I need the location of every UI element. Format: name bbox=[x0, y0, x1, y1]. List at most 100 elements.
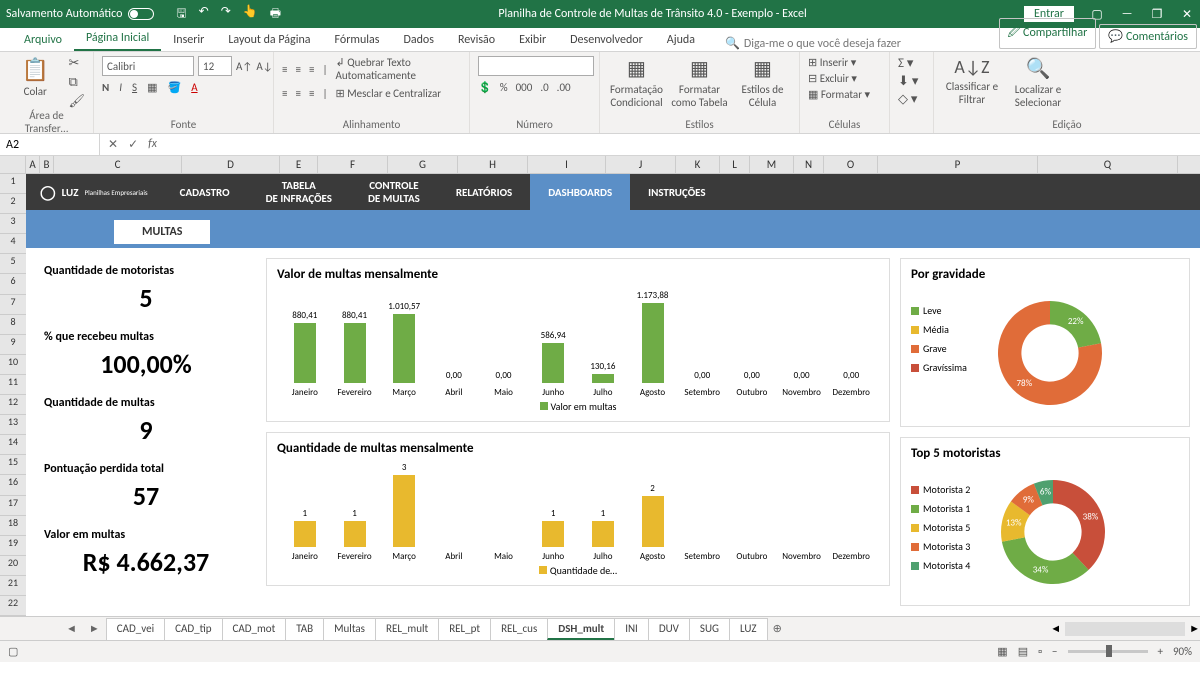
sheet-tab[interactable]: REL_cus bbox=[490, 618, 548, 640]
row-header[interactable]: 19 bbox=[0, 536, 26, 556]
redo-icon[interactable]: ↷ bbox=[221, 4, 231, 25]
align-right-icon[interactable]: ≡ bbox=[309, 87, 314, 100]
fx-icon[interactable]: fx bbox=[148, 137, 157, 152]
align-top-icon[interactable]: ≡ bbox=[282, 63, 287, 76]
row-header[interactable]: 12 bbox=[0, 395, 26, 415]
ribbon-tab[interactable]: Fórmulas bbox=[323, 29, 392, 51]
sheet-tab[interactable]: LUZ bbox=[729, 618, 768, 640]
comments-button[interactable]: 💬 Comentários bbox=[1099, 24, 1197, 49]
nav-item[interactable]: DASHBOARDS bbox=[530, 174, 630, 210]
font-name-select[interactable]: Calibri bbox=[102, 56, 194, 76]
row-header[interactable]: 3 bbox=[0, 214, 26, 234]
new-sheet-icon[interactable]: ⊕ bbox=[767, 622, 788, 635]
row-header[interactable]: 15 bbox=[0, 455, 26, 475]
nav-item[interactable]: CADASTRO bbox=[162, 174, 248, 210]
ribbon-tab[interactable]: Ajuda bbox=[655, 29, 707, 51]
cond-format-button[interactable]: ▦Formatação Condicional bbox=[608, 56, 665, 109]
record-macro-icon[interactable]: ▢ bbox=[8, 645, 18, 658]
sheet-tab[interactable]: CAD_vei bbox=[106, 618, 165, 640]
row-header[interactable]: 5 bbox=[0, 254, 26, 274]
zoom-out-icon[interactable]: − bbox=[1052, 645, 1057, 658]
col-header[interactable]: I bbox=[528, 156, 606, 173]
sheet-tab[interactable]: INI bbox=[614, 618, 649, 640]
ribbon-tab[interactable]: Exibir bbox=[507, 29, 558, 51]
col-header[interactable]: B bbox=[40, 156, 54, 173]
row-header[interactable]: 11 bbox=[0, 375, 26, 395]
ribbon-tab[interactable]: Dados bbox=[391, 29, 445, 51]
col-header[interactable]: N bbox=[794, 156, 824, 173]
sheet-tab[interactable]: SUG bbox=[689, 618, 730, 640]
row-header[interactable]: 20 bbox=[0, 556, 26, 576]
decdec-icon[interactable]: .00 bbox=[557, 81, 571, 94]
comma-icon[interactable]: 000 bbox=[516, 81, 533, 94]
zoom-slider[interactable] bbox=[1068, 650, 1148, 653]
col-header[interactable]: L bbox=[720, 156, 750, 173]
row-header[interactable]: 4 bbox=[0, 234, 26, 254]
col-header[interactable]: E bbox=[280, 156, 318, 173]
tab-file[interactable]: Arquivo bbox=[12, 29, 74, 51]
ribbon-tab[interactable]: Desenvolvedor bbox=[558, 29, 655, 51]
col-header[interactable]: G bbox=[388, 156, 458, 173]
col-header[interactable]: J bbox=[606, 156, 676, 173]
row-header[interactable]: 21 bbox=[0, 576, 26, 596]
cancel-formula-icon[interactable]: ✕ bbox=[108, 137, 118, 152]
minimize-icon[interactable]: — bbox=[1120, 7, 1134, 21]
italic-icon[interactable]: I bbox=[119, 81, 122, 94]
ribbon-tab[interactable]: Revisão bbox=[446, 29, 507, 51]
font-color-icon[interactable]: A bbox=[191, 81, 197, 94]
hscrollbar[interactable] bbox=[1065, 622, 1185, 636]
row-header[interactable]: 17 bbox=[0, 496, 26, 516]
hscroll-right-icon[interactable]: ► bbox=[1189, 622, 1200, 635]
cell-styles-button[interactable]: ▦Estilos de Célula bbox=[734, 56, 791, 109]
clear-icon[interactable]: ◇ ▾ bbox=[898, 92, 917, 107]
name-box[interactable]: A2 bbox=[0, 134, 100, 155]
copy-icon[interactable]: ⧉ bbox=[68, 75, 85, 90]
confirm-formula-icon[interactable]: ✓ bbox=[128, 137, 138, 152]
fill-icon[interactable]: ⬇ ▾ bbox=[898, 74, 918, 89]
row-header[interactable]: 14 bbox=[0, 435, 26, 455]
border-icon[interactable]: ▦ bbox=[147, 81, 157, 94]
ribbon-tab[interactable]: Layout da Página bbox=[216, 29, 322, 51]
row-header[interactable]: 7 bbox=[0, 295, 26, 315]
sheet-canvas[interactable]: ◯ LUZ Planilhas Empresariais CADASTROTAB… bbox=[26, 174, 1200, 616]
autosave-toggle[interactable]: Salvamento Automático bbox=[6, 7, 154, 21]
increase-font-icon[interactable]: A↑ bbox=[236, 60, 252, 73]
percent-icon[interactable]: % bbox=[500, 81, 508, 94]
underline-icon[interactable]: S bbox=[132, 81, 137, 94]
align-left-icon[interactable]: ≡ bbox=[282, 87, 287, 100]
nav-item[interactable]: CONTROLEDE MULTAS bbox=[350, 174, 438, 210]
view-break-icon[interactable]: ▫ bbox=[1038, 645, 1042, 658]
currency-icon[interactable]: 💲 bbox=[478, 81, 492, 94]
delete-cells-button[interactable]: ⊟ Excluir ▾ bbox=[808, 72, 857, 85]
col-header[interactable]: C bbox=[54, 156, 182, 173]
row-header[interactable]: 10 bbox=[0, 355, 26, 375]
align-bot-icon[interactable]: ≡ bbox=[309, 63, 314, 76]
row-header[interactable]: 8 bbox=[0, 315, 26, 335]
insert-cells-button[interactable]: ⊞ Inserir ▾ bbox=[808, 56, 856, 69]
wrap-text-button[interactable]: ↲ Quebrar Texto Automaticamente bbox=[336, 56, 461, 82]
autosum-icon[interactable]: Σ ▾ bbox=[898, 56, 913, 71]
row-header[interactable]: 18 bbox=[0, 516, 26, 536]
maximize-icon[interactable]: ❐ bbox=[1150, 7, 1164, 22]
col-header[interactable]: M bbox=[750, 156, 794, 173]
bold-icon[interactable]: N bbox=[102, 81, 109, 94]
row-header[interactable]: 1 bbox=[0, 174, 26, 194]
close-icon[interactable]: ✕ bbox=[1180, 7, 1194, 22]
tell-me[interactable]: 🔍Diga-me o que você deseja fazer bbox=[725, 36, 901, 51]
decrease-font-icon[interactable]: A↓ bbox=[256, 60, 272, 73]
ribbon-tab[interactable]: Página Inicial bbox=[74, 27, 161, 51]
zoom-level[interactable]: 90% bbox=[1173, 645, 1192, 658]
sheet-tab[interactable]: REL_mult bbox=[375, 618, 439, 640]
touch-icon[interactable]: 👆 bbox=[243, 4, 258, 25]
zoom-in-icon[interactable]: + bbox=[1158, 645, 1163, 658]
tab-nav-next-icon[interactable]: ► bbox=[83, 622, 106, 635]
col-header[interactable]: Q bbox=[1038, 156, 1178, 173]
sort-filter-button[interactable]: A↓ZClassificar e Filtrar bbox=[942, 56, 1002, 106]
row-header[interactable]: 6 bbox=[0, 274, 26, 294]
col-header[interactable]: D bbox=[182, 156, 280, 173]
save-icon[interactable]: 🖫 bbox=[176, 4, 186, 25]
find-select-button[interactable]: 🔍Localizar e Selecionar bbox=[1008, 56, 1068, 109]
nav-item[interactable]: INSTRUÇÕES bbox=[630, 174, 723, 210]
col-header[interactable]: H bbox=[458, 156, 528, 173]
row-header[interactable]: 13 bbox=[0, 415, 26, 435]
